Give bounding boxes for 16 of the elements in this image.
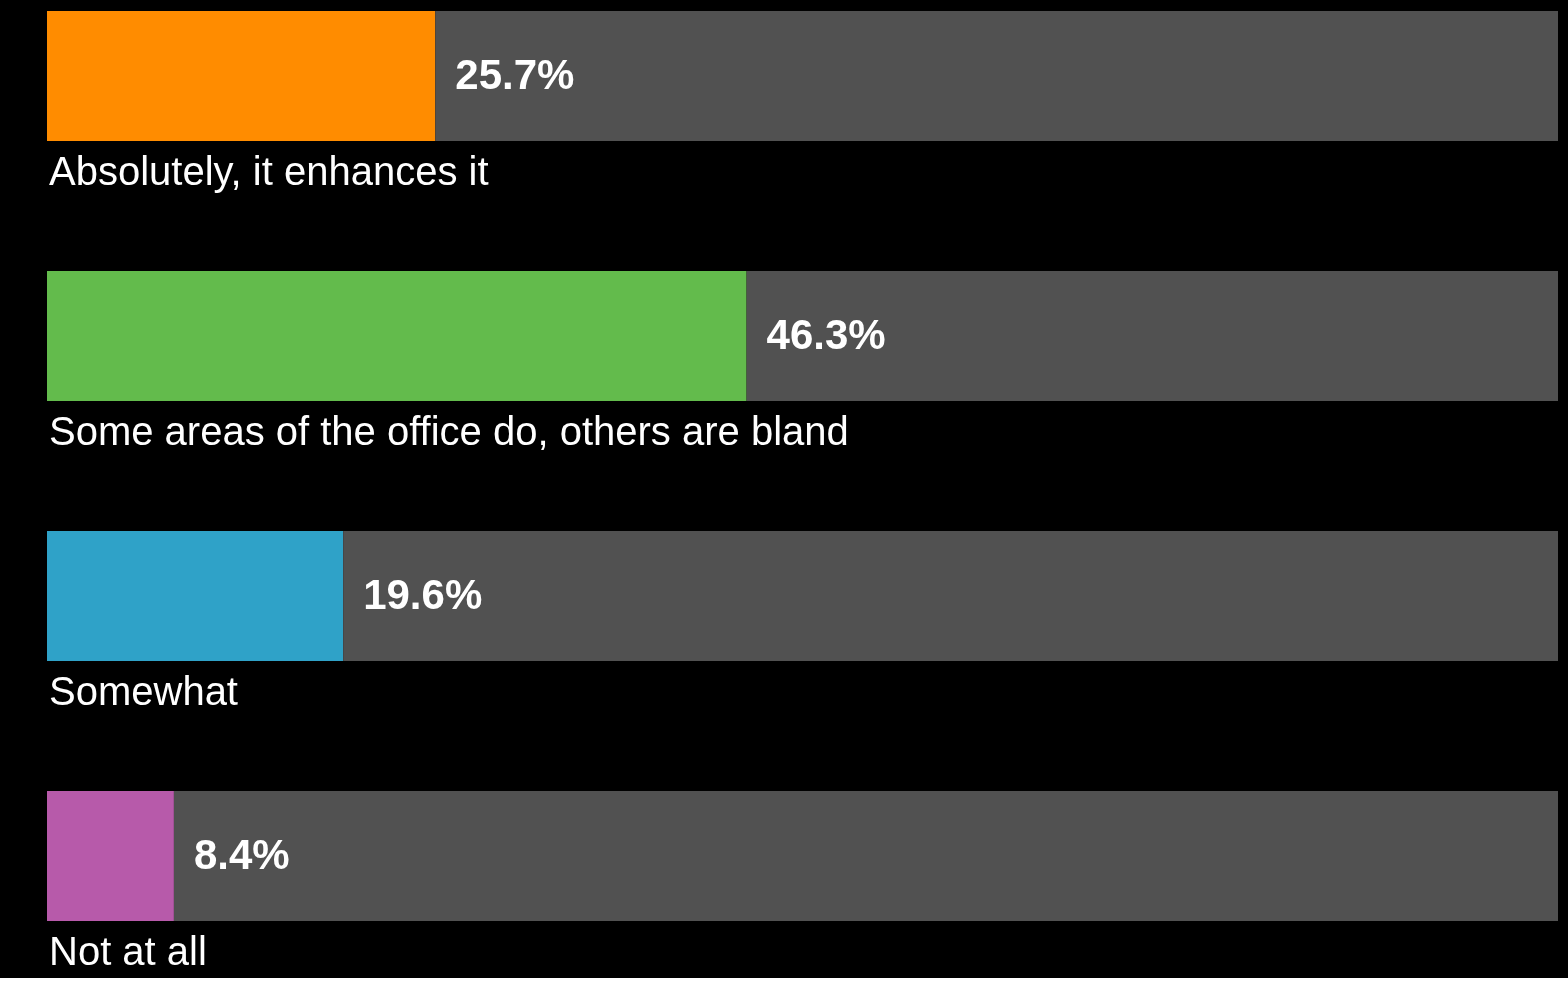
y-tick-label: Somewhat [49, 669, 238, 713]
bar [47, 531, 344, 661]
y-tick-label: Some areas of the office do, others are bland [49, 409, 849, 453]
data-label: 25.7% [455, 51, 575, 98]
bar [435, 11, 1558, 141]
bar [343, 531, 1558, 661]
data-label: 8.4% [193, 831, 290, 878]
y-tick-label: Absolutely, it enhances it [49, 149, 489, 193]
bar [173, 791, 1558, 921]
bar [47, 11, 436, 141]
bar [47, 791, 174, 921]
bar [746, 271, 1558, 401]
y-tick-label: Not at all [49, 929, 207, 973]
data-label: 46.3% [766, 311, 886, 358]
data-label: 19.6% [363, 571, 483, 618]
bar [47, 271, 747, 401]
